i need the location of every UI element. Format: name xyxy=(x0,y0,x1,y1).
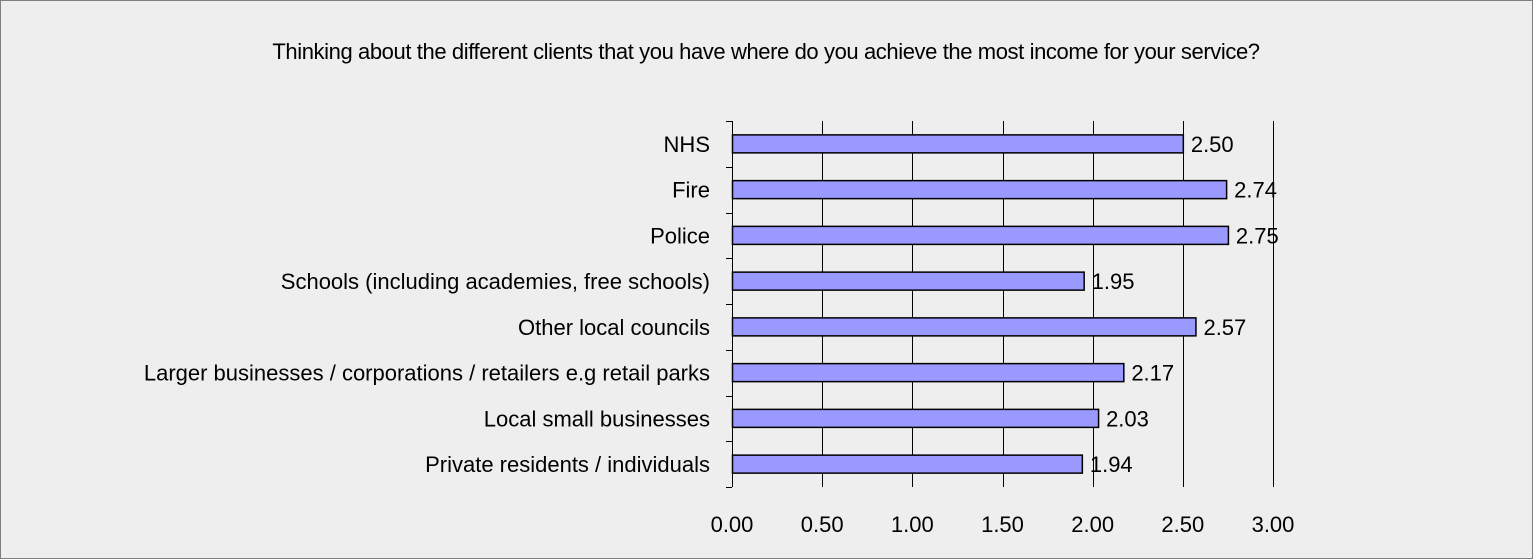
x-tick-label: 1.50 xyxy=(981,512,1024,537)
category-label: Local small businesses xyxy=(484,406,710,431)
bar xyxy=(731,317,1197,337)
data-label: 2.17 xyxy=(1131,361,1174,386)
bar xyxy=(731,271,1085,291)
category-label: Fire xyxy=(672,178,710,203)
x-tick-label: 2.00 xyxy=(1071,512,1114,537)
bar xyxy=(731,134,1185,154)
data-label: 1.94 xyxy=(1090,452,1133,477)
category-label: Schools (including academies, free schoo… xyxy=(281,269,710,294)
data-label: 1.95 xyxy=(1092,269,1135,294)
x-tick-label: 1.00 xyxy=(891,512,934,537)
category-label: Other local councils xyxy=(518,315,710,340)
bar xyxy=(731,362,1125,383)
data-label: 2.57 xyxy=(1203,315,1246,340)
data-label: 2.75 xyxy=(1236,223,1279,248)
category-label: NHS xyxy=(664,132,710,157)
bar xyxy=(731,408,1100,429)
category-label: Larger businesses / corporations / retai… xyxy=(144,361,710,386)
x-tick-label: 3.00 xyxy=(1252,512,1295,537)
category-label: Police xyxy=(650,223,710,248)
chart-title: Thinking about the different clients tha… xyxy=(272,39,1260,64)
x-tick-label: 0.50 xyxy=(801,512,844,537)
x-tick-label: 2.50 xyxy=(1161,512,1204,537)
data-label: 2.74 xyxy=(1234,178,1277,203)
bar xyxy=(731,225,1230,246)
bar xyxy=(731,179,1228,200)
x-tick-label: 0.00 xyxy=(711,512,754,537)
bar xyxy=(731,454,1084,474)
data-label: 2.03 xyxy=(1106,406,1149,431)
data-label: 2.50 xyxy=(1191,132,1234,157)
category-label: Private residents / individuals xyxy=(425,452,710,477)
